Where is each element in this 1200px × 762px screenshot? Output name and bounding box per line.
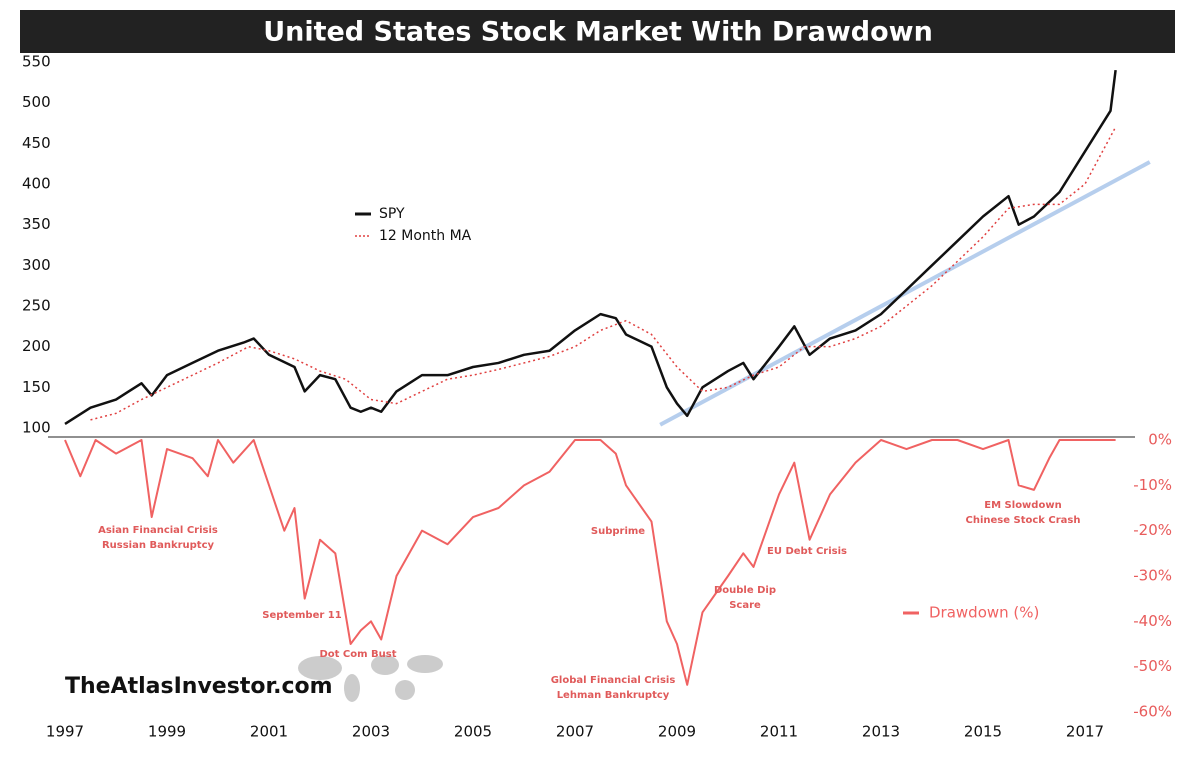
legend-label: SPY — [379, 206, 405, 222]
series-line — [64, 69, 1117, 425]
x-tick-label: 1999 — [148, 723, 186, 741]
x-tick-label: 2015 — [964, 723, 1002, 741]
x-tick-label: 2013 — [862, 723, 900, 741]
title-bar — [20, 10, 1175, 53]
annotation: Dot Com Bust — [319, 649, 396, 660]
y2-tick-label: 0% — [1148, 431, 1172, 449]
y-tick-label: 250 — [22, 297, 51, 315]
y-tick-label: 150 — [22, 378, 51, 396]
annotation: Russian Bankruptcy — [102, 540, 215, 551]
annotation: Subprime — [591, 526, 645, 537]
y2-tick-label: -50% — [1133, 657, 1172, 675]
annotation: EM Slowdown — [984, 500, 1061, 511]
x-tick-label: 2001 — [250, 723, 288, 741]
y-tick-label: 500 — [22, 93, 51, 111]
y2-tick-label: -10% — [1133, 476, 1172, 494]
y-tick-label: 100 — [22, 419, 51, 437]
y2-tick-label: -40% — [1133, 612, 1172, 630]
y2-tick-label: -20% — [1133, 521, 1172, 539]
legend-label: 12 Month MA — [379, 228, 472, 244]
annotation: Chinese Stock Crash — [965, 515, 1080, 526]
world-map — [298, 655, 443, 702]
x-tick-label: 2009 — [658, 723, 696, 741]
y-tick-label: 300 — [22, 256, 51, 274]
annotation: EU Debt Crisis — [767, 546, 847, 557]
x-tick-label: 2007 — [556, 723, 594, 741]
series-line — [64, 439, 1116, 686]
annotation: Asian Financial Crisis — [98, 525, 218, 536]
annotation: September 11 — [262, 610, 341, 621]
legend-label: Drawdown (%) — [929, 604, 1039, 622]
series-line — [90, 126, 1117, 421]
x-tick-label: 2017 — [1066, 723, 1104, 741]
annotation: Lehman Bankruptcy — [557, 690, 670, 701]
x-tick-label: 2003 — [352, 723, 390, 741]
trendline — [659, 160, 1151, 427]
annotation: Global Financial Crisis — [551, 675, 676, 686]
y-tick-label: 550 — [22, 53, 51, 71]
x-tick-label: 2011 — [760, 723, 798, 741]
y-tick-label: 400 — [22, 175, 51, 193]
y-tick-label: 200 — [22, 337, 51, 355]
annotation: Scare — [729, 600, 761, 611]
y-tick-label: 450 — [22, 134, 51, 152]
chart-title: United States Stock Market With Drawdown — [263, 17, 933, 48]
x-tick-label: 1997 — [46, 723, 84, 741]
annotation: Double Dip — [714, 585, 776, 596]
y2-tick-label: -30% — [1133, 567, 1172, 585]
y-tick-label: 350 — [22, 215, 51, 233]
x-tick-label: 2005 — [454, 723, 492, 741]
y2-tick-label: -60% — [1133, 703, 1172, 721]
watermark: TheAtlasInvestor.com — [65, 674, 333, 699]
